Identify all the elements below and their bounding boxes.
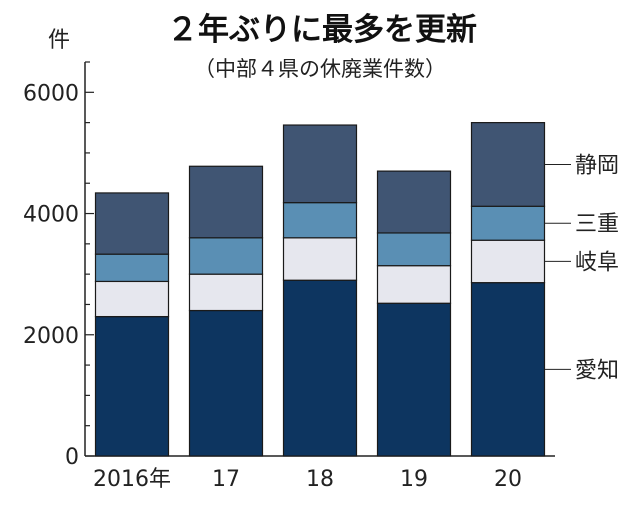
bar-segment <box>94 315 170 457</box>
bar-segment <box>470 239 546 284</box>
y-axis-unit-label: 件 <box>48 28 70 53</box>
y-tick-label: 6000 <box>23 81 79 106</box>
bar-segment <box>376 170 452 234</box>
bar-segment <box>282 202 358 239</box>
bar-segment <box>376 302 452 457</box>
bar-segment <box>188 273 264 312</box>
chart-title: ２年ぶりに最多を更新 <box>167 12 477 48</box>
legend-label: 三重 <box>575 212 619 237</box>
bar-segment <box>282 237 358 281</box>
bar-segment <box>188 165 264 239</box>
y-tick-label: 2000 <box>23 324 79 349</box>
x-tick-label: 19 <box>400 467 428 492</box>
bar-segment <box>282 279 358 457</box>
bar-segment <box>470 282 546 457</box>
x-tick-label: 20 <box>494 467 522 492</box>
x-tick-label: 17 <box>212 467 240 492</box>
plot-area: 0 2000 4000 6000 2016年 17 18 19 20 愛知 岐阜 三重 静岡 <box>23 61 619 492</box>
bar-segment <box>94 280 170 318</box>
bar-segment <box>470 205 546 241</box>
x-tick-label: 2016年 <box>93 467 171 492</box>
bar-segment <box>94 192 170 255</box>
bar-segment <box>376 265 452 304</box>
legend-label: 岐阜 <box>575 250 619 275</box>
chart-subtitle: （中部４県の休廃業件数） <box>194 57 446 81</box>
bar-segment <box>376 232 452 267</box>
x-tick-label: 18 <box>306 467 334 492</box>
bar-segment <box>94 253 170 283</box>
bar-segment <box>188 309 264 457</box>
bar-segment <box>188 237 264 275</box>
y-tick-label: 4000 <box>23 203 79 228</box>
y-tick-label: 0 <box>65 445 79 470</box>
legend-label: 静岡 <box>575 153 619 178</box>
bar-segment <box>282 124 358 204</box>
legend-label: 愛知 <box>575 358 619 383</box>
bar-segment <box>470 122 546 207</box>
